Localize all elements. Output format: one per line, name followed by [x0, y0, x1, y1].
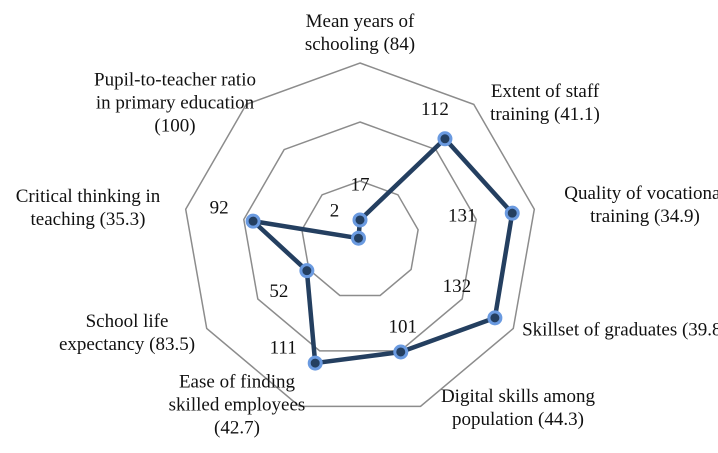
data-point — [245, 213, 261, 229]
data-label: 101 — [389, 316, 418, 337]
data-label: 132 — [443, 276, 472, 297]
data-label: 2 — [330, 201, 340, 222]
data-point — [352, 212, 368, 228]
axis-label: Quality of vocational training (34.9) — [564, 183, 718, 227]
axis-label: School life expectancy (83.5) — [58, 311, 196, 355]
grid-ring — [243, 121, 477, 352]
data-point — [307, 355, 323, 371]
data-label: 131 — [448, 206, 477, 227]
data-point — [487, 310, 503, 326]
data-point — [504, 205, 520, 221]
axis-label: Extent of staff training (41.1) — [490, 81, 600, 125]
axis-label: Pupil-to-teacher ratio in primary educat… — [94, 69, 256, 137]
data-point — [350, 230, 366, 246]
series-line — [250, 136, 515, 366]
axis-label: Mean years of schooling (84) — [304, 11, 416, 55]
data-point — [299, 263, 315, 279]
data-label: 52 — [269, 281, 288, 302]
data-point — [437, 131, 453, 147]
axis-label: Ease of finding skilled employees (42.7) — [168, 371, 306, 439]
data-label: 92 — [210, 198, 229, 219]
grid-ring — [301, 180, 419, 297]
data-point — [393, 344, 409, 360]
axis-label: Digital skills among population (44.3) — [440, 386, 596, 430]
axis-label: Skillset of graduates (39.8) — [522, 319, 718, 341]
data-label: 111 — [270, 337, 297, 358]
axis-label: Critical thinking in teaching (35.3) — [15, 186, 161, 230]
data-label: 17 — [351, 174, 370, 195]
grid-ring — [184, 62, 536, 408]
data-label: 112 — [421, 99, 449, 120]
